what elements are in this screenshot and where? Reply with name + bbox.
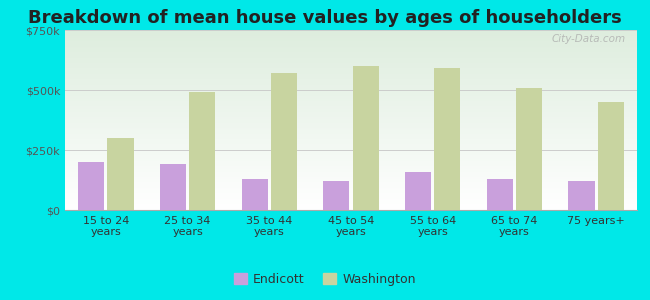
Bar bbox=[160, 164, 186, 210]
Bar bbox=[405, 172, 431, 210]
Bar bbox=[598, 102, 624, 210]
Bar bbox=[107, 138, 134, 210]
Bar bbox=[568, 181, 595, 210]
Bar bbox=[189, 92, 215, 210]
Bar bbox=[78, 162, 104, 210]
Bar bbox=[323, 181, 349, 210]
Bar bbox=[242, 179, 268, 210]
Bar bbox=[271, 73, 297, 210]
Bar bbox=[516, 88, 542, 210]
Bar bbox=[487, 179, 513, 210]
Bar bbox=[353, 66, 379, 210]
Text: City-Data.com: City-Data.com bbox=[551, 34, 625, 44]
Legend: Endicott, Washington: Endicott, Washington bbox=[229, 268, 421, 291]
Bar bbox=[434, 68, 460, 210]
Text: Breakdown of mean house values by ages of householders: Breakdown of mean house values by ages o… bbox=[28, 9, 622, 27]
